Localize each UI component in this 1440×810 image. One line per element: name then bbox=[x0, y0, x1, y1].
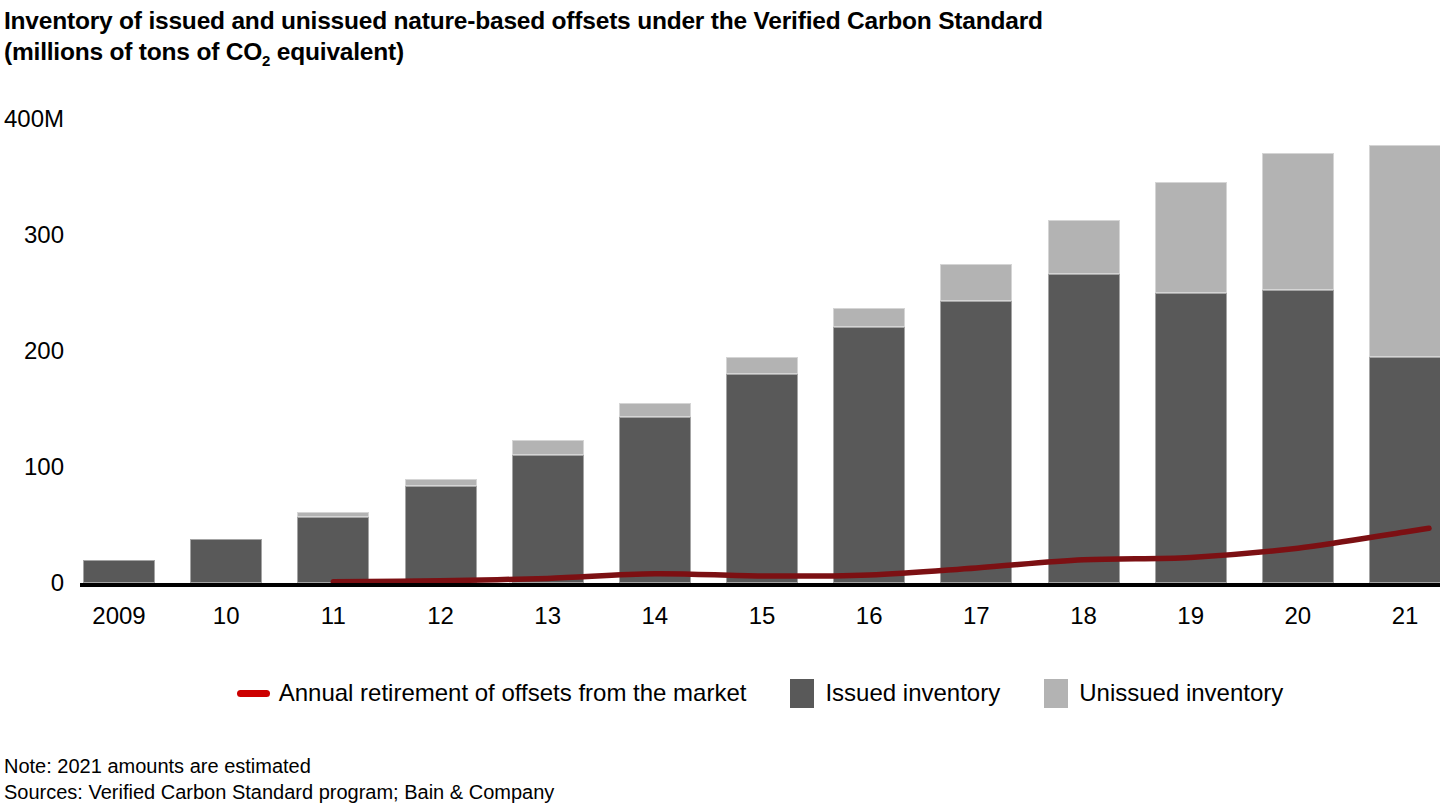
y-tick-100: 100 bbox=[0, 453, 64, 481]
bar-unissued-18 bbox=[1048, 220, 1120, 275]
x-tick-2009: 2009 bbox=[92, 602, 145, 630]
chart-title-line1: Inventory of issued and unissued nature-… bbox=[4, 5, 1043, 36]
legend: Annual retirement of offsets from the ma… bbox=[80, 676, 1440, 710]
bar-issued-19 bbox=[1155, 293, 1227, 583]
chart-title-line2: (millions of tons of CO2 equivalent) bbox=[4, 36, 1043, 67]
bar-issued-14 bbox=[619, 417, 691, 583]
y-tick-200: 200 bbox=[0, 337, 64, 365]
sources-line: Sources: Verified Carbon Standard progra… bbox=[4, 780, 554, 806]
x-tick-19: 19 bbox=[1177, 602, 1204, 630]
x-tick-14: 14 bbox=[641, 602, 668, 630]
bar-unissued-11 bbox=[297, 512, 369, 517]
y-tick-0: 0 bbox=[0, 569, 64, 597]
bar-issued-13 bbox=[512, 455, 584, 583]
bar-unissued-14 bbox=[619, 403, 691, 417]
legend-label-issued: Issued inventory bbox=[825, 679, 1000, 707]
legend-item-retirement: Annual retirement of offsets from the ma… bbox=[237, 679, 747, 707]
bar-issued-12 bbox=[405, 486, 477, 583]
x-tick-13: 13 bbox=[534, 602, 561, 630]
x-tick-12: 12 bbox=[427, 602, 454, 630]
footnotes: Note: 2021 amounts are estimated Sources… bbox=[4, 754, 554, 805]
chart-title: Inventory of issued and unissued nature-… bbox=[4, 5, 1043, 67]
x-tick-18: 18 bbox=[1070, 602, 1097, 630]
bar-unissued-21 bbox=[1369, 145, 1440, 357]
x-tick-16: 16 bbox=[856, 602, 883, 630]
note-line: Note: 2021 amounts are estimated bbox=[4, 754, 554, 780]
bar-issued-11 bbox=[297, 517, 369, 583]
x-tick-15: 15 bbox=[749, 602, 776, 630]
unissued-inventory-swatch-icon bbox=[1044, 679, 1068, 708]
bar-issued-10 bbox=[190, 539, 262, 583]
bar-issued-20 bbox=[1262, 290, 1334, 583]
chart-canvas: Inventory of issued and unissued nature-… bbox=[0, 0, 1440, 810]
bar-unissued-20 bbox=[1262, 153, 1334, 290]
x-tick-17: 17 bbox=[963, 602, 990, 630]
legend-label-retirement: Annual retirement of offsets from the ma… bbox=[279, 679, 747, 707]
chart-title-line2-pre: (millions of tons of CO bbox=[4, 38, 262, 65]
legend-item-unissued: Unissued inventory bbox=[1044, 679, 1283, 708]
retirement-line-swatch-icon bbox=[237, 690, 270, 697]
y-tick-400M: 400M bbox=[0, 105, 64, 133]
bar-unissued-16 bbox=[833, 308, 905, 327]
co2-subscript: 2 bbox=[262, 52, 270, 69]
x-axis-line bbox=[80, 583, 1440, 587]
x-tick-21: 21 bbox=[1392, 602, 1419, 630]
bar-unissued-13 bbox=[512, 440, 584, 455]
bar-unissued-19 bbox=[1155, 182, 1227, 293]
legend-item-issued: Issued inventory bbox=[790, 679, 1000, 708]
x-tick-11: 11 bbox=[321, 602, 346, 630]
y-tick-300: 300 bbox=[0, 221, 64, 249]
chart-title-line2-post: equivalent) bbox=[270, 38, 404, 65]
bar-unissued-15 bbox=[726, 357, 798, 374]
bar-unissued-12 bbox=[405, 479, 477, 486]
bar-issued-17 bbox=[940, 301, 1012, 583]
x-tick-10: 10 bbox=[213, 602, 240, 630]
bar-issued-2009 bbox=[83, 560, 155, 583]
bar-issued-15 bbox=[726, 374, 798, 583]
bar-issued-18 bbox=[1048, 274, 1120, 583]
x-tick-20: 20 bbox=[1285, 602, 1312, 630]
issued-inventory-swatch-icon bbox=[790, 679, 814, 708]
bar-issued-21 bbox=[1369, 357, 1440, 583]
legend-label-unissued: Unissued inventory bbox=[1079, 679, 1283, 707]
bar-issued-16 bbox=[833, 327, 905, 583]
bar-unissued-17 bbox=[940, 264, 1012, 301]
